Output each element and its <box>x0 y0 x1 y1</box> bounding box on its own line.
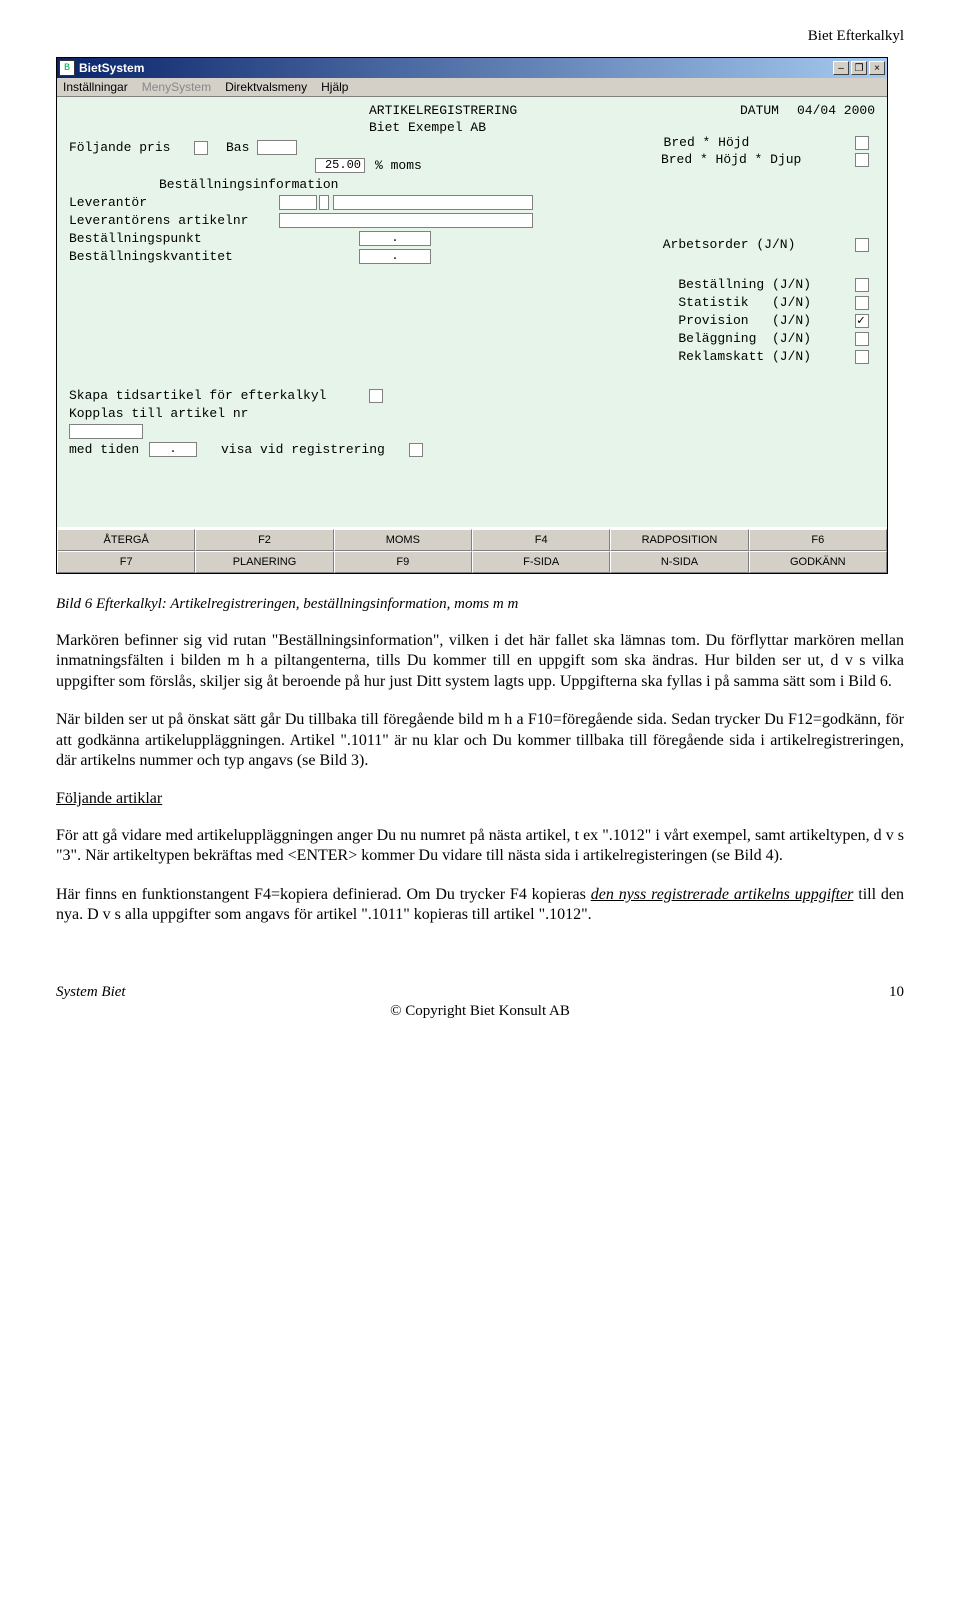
fn-f9[interactable]: F9 <box>334 551 472 573</box>
screen-title: ARTIKELREGISTRERING <box>369 103 517 118</box>
window-buttons: – ❐ × <box>833 61 885 75</box>
paragraph-1: Markören befinner sig vid rutan "Beställ… <box>56 631 904 692</box>
client-area: ARTIKELREGISTRERING DATUM 04/04 2000 Bie… <box>57 97 887 527</box>
bestallning-checkbox[interactable] <box>855 278 869 292</box>
belaggning-label: Beläggning (J/N) <box>678 331 811 346</box>
page-header-right: Biet Efterkalkyl <box>56 28 904 45</box>
footer-left: System Biet <box>56 984 126 1001</box>
fn-fsida[interactable]: F-SIDA <box>472 551 610 573</box>
skapa-tidsartikel-checkbox[interactable] <box>369 389 383 403</box>
menu-menysystem[interactable]: MenySystem <box>142 80 211 94</box>
menu-direktvalsmeny[interactable]: Direktvalsmeny <box>225 80 307 94</box>
reklamskatt-label: Reklamskatt (J/N) <box>678 349 811 364</box>
kopplas-label: Kopplas till artikel nr <box>69 406 248 421</box>
lev-artikelnr-label: Leverantörens artikelnr <box>69 213 279 228</box>
leverantor-name-input[interactable] <box>333 195 533 210</box>
minimize-button[interactable]: – <box>833 61 849 75</box>
statistik-label: Statistik (J/N) <box>678 295 811 310</box>
close-button[interactable]: × <box>869 61 885 75</box>
bred-hojd-checkbox[interactable] <box>855 136 869 150</box>
bred-hojd-djup-label: Bred * Höjd * Djup <box>661 152 801 167</box>
menu-hjalp[interactable]: Hjälp <box>321 80 348 94</box>
arbetsorder-checkbox[interactable] <box>855 238 869 252</box>
provision-label: Provision (J/N) <box>678 313 811 328</box>
fn-f2[interactable]: F2 <box>195 529 333 551</box>
page-footer: System Biet 10 <box>56 984 904 1001</box>
copyright-line: © Copyright Biet Konsult AB <box>56 1003 904 1020</box>
fn-nsida[interactable]: N-SIDA <box>610 551 748 573</box>
fn-radposition[interactable]: RADPOSITION <box>610 529 748 551</box>
fn-godkann[interactable]: GODKÄNN <box>749 551 887 573</box>
footer-page-number: 10 <box>889 984 904 1001</box>
reklamskatt-checkbox[interactable] <box>855 350 869 364</box>
paragraph-2: När bilden ser ut på önskat sätt går Du … <box>56 710 904 771</box>
datum-value: 04/04 2000 <box>797 103 875 118</box>
datum-label: DATUM <box>740 103 779 118</box>
bred-hojd-djup-checkbox[interactable] <box>855 153 869 167</box>
fn-f4[interactable]: F4 <box>472 529 610 551</box>
company-name: Biet Exempel AB <box>369 120 486 135</box>
paragraph-4-text-a: Här finns en funktionstangent F4=kopiera… <box>56 886 591 903</box>
fn-f7[interactable]: F7 <box>57 551 195 573</box>
titlebar: B BietSystem – ❐ × <box>57 58 887 78</box>
visa-vid-label: visa vid registrering <box>221 442 385 457</box>
fn-f6[interactable]: F6 <box>749 529 887 551</box>
menubar: Inställningar MenySystem Direktvalsmeny … <box>57 78 887 97</box>
lev-artikelnr-input[interactable] <box>279 213 533 228</box>
app-window: B BietSystem – ❐ × Inställningar MenySys… <box>56 57 888 574</box>
bestallningskvantitet-input[interactable]: . <box>359 249 431 264</box>
arbetsorder-label: Arbetsorder (J/N) <box>663 237 796 252</box>
foljande-pris-label: Följande pris <box>69 140 194 155</box>
foljande-pris-checkbox[interactable] <box>194 141 208 155</box>
function-key-bar: ÅTERGÅ F2 MOMS F4 RADPOSITION F6 F7 PLAN… <box>57 527 887 573</box>
bas-input[interactable] <box>257 140 297 155</box>
fn-moms[interactable]: MOMS <box>334 529 472 551</box>
bas-label: Bas <box>226 140 249 155</box>
paragraph-4: Här finns en funktionstangent F4=kopiera… <box>56 885 904 926</box>
bred-hojd-label: Bred * Höjd <box>664 135 750 150</box>
statistik-checkbox[interactable] <box>855 296 869 310</box>
kopplas-artikelnr-input[interactable] <box>69 424 143 439</box>
med-tiden-input[interactable]: . <box>149 442 197 457</box>
app-icon: B <box>59 60 75 76</box>
bestallningspunkt-label: Beställningspunkt <box>69 231 359 246</box>
bestallningspunkt-input[interactable]: . <box>359 231 431 246</box>
window-title: BietSystem <box>79 61 833 75</box>
paragraph-4-underlined: den nyss registrerade artikelns uppgifte… <box>591 886 854 903</box>
moms-pct-label: % moms <box>375 158 422 173</box>
moms-value[interactable]: 25.00 <box>315 158 365 173</box>
belaggning-checkbox[interactable] <box>855 332 869 346</box>
med-tiden-label: med tiden <box>69 442 149 457</box>
bestallningsinformation-label: Beställningsinformation <box>159 177 338 192</box>
maximize-button[interactable]: ❐ <box>851 61 867 75</box>
leverantor-dropdown[interactable] <box>319 195 329 210</box>
bestallning-label: Beställning (J/N) <box>678 277 811 292</box>
menu-installningar[interactable]: Inställningar <box>63 80 128 94</box>
figure-caption: Bild 6 Efterkalkyl: Artikelregistreringe… <box>56 596 904 613</box>
leverantor-label: Leverantör <box>69 195 279 210</box>
subheading-foljande-artiklar: Följande artiklar <box>56 790 904 808</box>
document-page: Biet Efterkalkyl B BietSystem – ❐ × Inst… <box>0 0 960 1040</box>
paragraph-3: För att gå vidare med artikeluppläggning… <box>56 826 904 867</box>
fn-aterga[interactable]: ÅTERGÅ <box>57 529 195 551</box>
bestallningskvantitet-label: Beställningskvantitet <box>69 249 359 264</box>
fn-planering[interactable]: PLANERING <box>195 551 333 573</box>
skapa-tidsartikel-label: Skapa tidsartikel för efterkalkyl <box>69 388 369 403</box>
visa-vid-checkbox[interactable] <box>409 443 423 457</box>
provision-checkbox[interactable] <box>855 314 869 328</box>
leverantor-code-input[interactable] <box>279 195 317 210</box>
